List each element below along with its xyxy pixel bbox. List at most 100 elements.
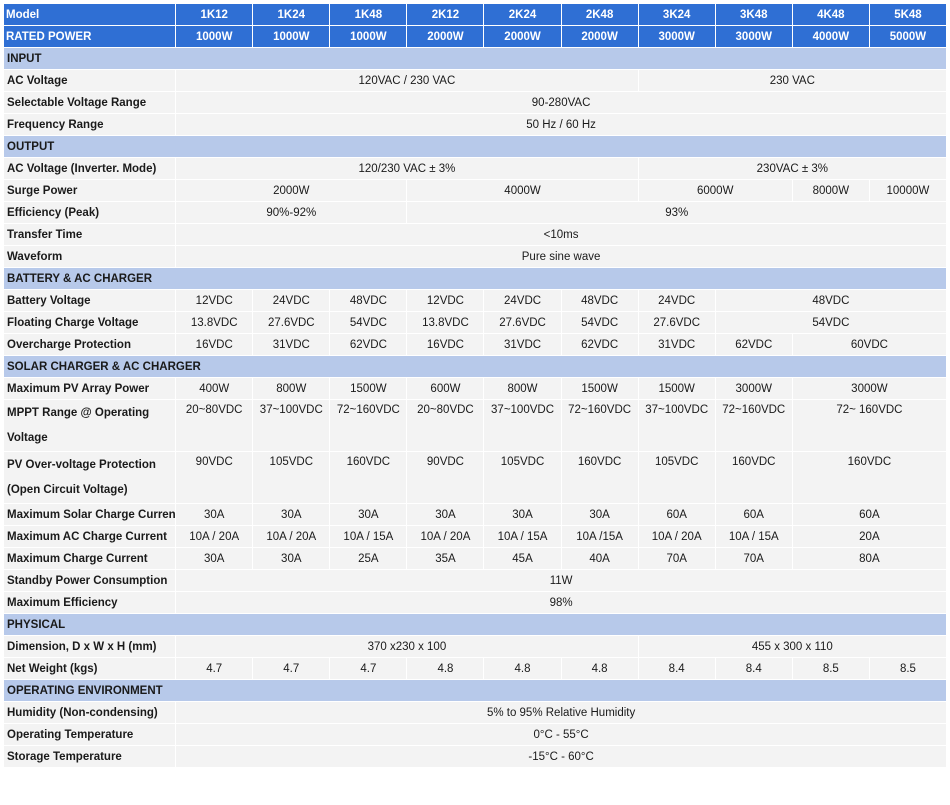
value-cell: 0°C - 55°C [175,723,947,746]
value-cell: 27.6VDC [252,311,331,334]
section-header: BATTERY & AC CHARGER [3,267,947,290]
table-row: Surge Power 2000W 4000W 6000W 8000W 10000W [2,179,948,202]
model-cell: 1K48 [329,3,408,26]
value-cell: 105VDC [252,451,331,504]
value-cell: 31VDC [637,333,716,356]
section-header: PHYSICAL [3,613,947,636]
spec-table-body: Model 1K12 1K24 1K48 2K12 2K24 2K48 3K24… [2,3,948,768]
value-cell: 4.8 [406,657,485,680]
rated-power-cell: 1000W [252,25,331,48]
row-label: AC Voltage (Inverter. Mode) [2,157,177,180]
value-cell: 48VDC [560,289,639,312]
value-cell: 16VDC [406,333,485,356]
value-cell: 62VDC [560,333,639,356]
value-cell: 31VDC [252,333,331,356]
model-cell: 2K24 [483,3,562,26]
value-cell: 5% to 95% Relative Humidity [175,701,947,724]
value-cell: 60A [714,503,793,526]
section-title: BATTERY & AC CHARGER [3,267,947,290]
value-cell: 10A / 20A [252,525,331,548]
value-cell: 30A [329,503,408,526]
value-cell: 72~160VDC [560,399,639,452]
value-cell: <10ms [175,223,947,246]
value-cell: 4.8 [483,657,562,680]
value-cell: -15°C - 60°C [175,745,947,768]
row-label: Maximum Efficiency [2,591,177,614]
value-cell: 37~100VDC [483,399,562,452]
value-cell: 13.8VDC [175,311,254,334]
value-cell: 230 VAC [637,69,948,92]
model-cell: 2K48 [560,3,639,26]
value-cell: 120VAC / 230 VAC [175,69,639,92]
row-label: AC Voltage [2,69,177,92]
value-cell: 10A / 20A [175,525,254,548]
row-label: PV Over-voltage Protection (Open Circuit… [2,451,177,504]
row-label: Transfer Time [2,223,177,246]
value-cell: 230VAC ± 3% [637,157,948,180]
value-cell: 72~160VDC [714,399,793,452]
value-cell: 400W [175,377,254,400]
value-cell: 12VDC [175,289,254,312]
value-cell: Pure sine wave [175,245,947,268]
value-cell: 12VDC [406,289,485,312]
value-cell: 60A [791,503,948,526]
section-title: INPUT [3,47,947,70]
rated-power-cell: 2000W [560,25,639,48]
value-cell: 72~160VDC [329,399,408,452]
row-label: Battery Voltage [2,289,177,312]
model-cell: 1K24 [252,3,331,26]
section-header: SOLAR CHARGER & AC CHARGER [3,355,947,378]
value-cell: 160VDC [560,451,639,504]
model-cell: 3K24 [637,3,716,26]
row-label: Floating Charge Voltage [2,311,177,334]
value-cell: 24VDC [483,289,562,312]
value-cell: 10A / 20A [637,525,716,548]
value-cell: 8.5 [868,657,948,680]
value-cell: 90VDC [175,451,254,504]
value-cell: 10A / 15A [329,525,408,548]
table-row: Dimension, D x W x H (mm) 370 x230 x 100 4… [2,635,948,658]
value-cell: 24VDC [252,289,331,312]
value-cell: 160VDC [791,451,948,504]
value-cell: 1500W [329,377,408,400]
value-cell: 30A [560,503,639,526]
table-row: Efficiency (Peak) 90%-92% 93% [2,201,947,224]
value-cell: 6000W [637,179,793,202]
value-cell: 54VDC [560,311,639,334]
value-cell: 30A [252,503,331,526]
row-label: Maximum PV Array Power [2,377,177,400]
value-cell: 4.7 [329,657,408,680]
value-cell: 70A [637,547,716,570]
value-cell: 80A [791,547,948,570]
value-cell: 37~100VDC [252,399,331,452]
value-cell: 30A [483,503,562,526]
value-cell: 11W [175,569,947,592]
value-cell: 8.4 [637,657,716,680]
table-row: Floating Charge Voltage 13.8VDC 27.6VDC 54V… [2,311,948,334]
value-cell: 24VDC [637,289,716,312]
row-label: Humidity (Non-condensing) [2,701,177,724]
table-row: Battery Voltage 12VDC 24VDC 48VDC 12VDC 24VDC… [2,289,948,312]
value-cell: 25A [329,547,408,570]
value-cell: 3000W [714,377,793,400]
value-cell: 30A [406,503,485,526]
value-cell: 27.6VDC [483,311,562,334]
table-row: Selectable Voltage Range 90-280VAC [2,91,947,114]
value-cell: 800W [483,377,562,400]
value-cell: 90-280VAC [175,91,947,114]
section-header: INPUT [3,47,947,70]
value-cell: 2000W [175,179,408,202]
rated-power-cell: 1000W [175,25,254,48]
value-cell: 35A [406,547,485,570]
value-cell: 62VDC [329,333,408,356]
value-cell: 90%-92% [175,201,408,224]
table-row: Waveform Pure sine wave [2,245,947,268]
row-label: MPPT Range @ Operating Voltage [2,399,177,452]
value-cell: 60A [637,503,716,526]
table-row: MPPT Range @ Operating Voltage 20~80VDC 37… [2,399,948,452]
value-cell: 30A [252,547,331,570]
row-label: Net Weight (kgs) [2,657,177,680]
value-cell: 27.6VDC [637,311,716,334]
row-label: Maximum Solar Charge Current [2,503,177,526]
row-label: Standby Power Consumption [2,569,177,592]
